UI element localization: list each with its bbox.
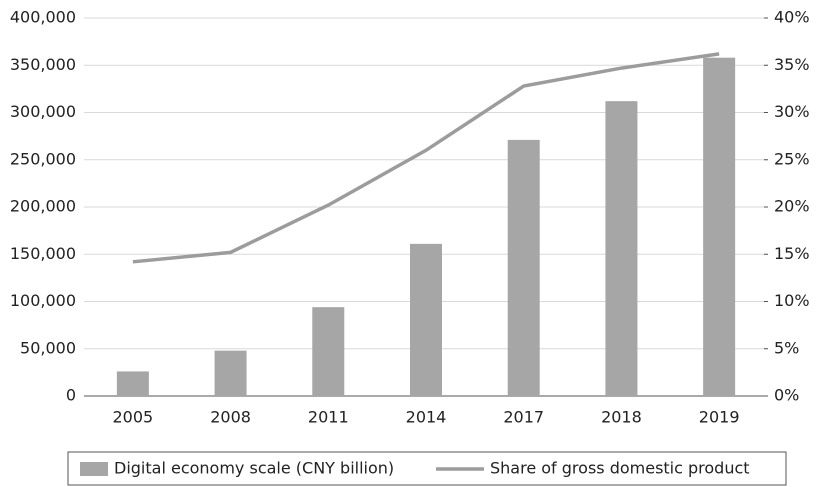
y-tick-label: 0 [66,386,76,405]
y2-tick-label: 15% [774,244,810,263]
y-tick-label: 50,000 [20,338,76,357]
y2-tick-label: 25% [774,149,810,168]
y2-tick-label: 0% [774,386,799,405]
y2-tick-label: 10% [774,291,810,310]
x-tick-label: 2019 [699,408,740,427]
legend-swatch [80,462,108,476]
bar [507,139,540,396]
y-tick-label: 350,000 [10,55,76,74]
line [132,52,720,264]
y-tick-label: 300,000 [10,102,76,121]
bar [312,307,345,396]
y-tick-label: 250,000 [10,149,76,168]
y2-tick-label: 30% [774,102,810,121]
x-tick-label: 2018 [601,408,642,427]
bar [605,101,638,396]
bar [116,371,149,396]
legend-box [67,451,787,486]
bar [214,350,247,396]
x-tick-label: 2014 [406,408,447,427]
y2-tick-label: 20% [774,197,810,216]
y2-tick-label: 35% [774,55,810,74]
x-tick-label: 2011 [308,408,349,427]
bar [410,243,442,396]
y-tick-label: 100,000 [10,291,76,310]
legend-label: Share of gross domestic product [490,459,750,478]
y-tick-label: 400,000 [10,8,76,27]
y2-tick-label: 40% [774,8,810,27]
x-tick-label: 2017 [503,408,544,427]
legend-label: Digital economy scale (CNY billion) [114,459,394,478]
bar [703,57,736,396]
y-tick-label: 200,000 [10,197,76,216]
x-tick-label: 2008 [210,408,251,427]
y-tick-label: 150,000 [10,244,76,263]
y2-tick-label: 5% [774,338,799,357]
x-tick-label: 2005 [112,408,153,427]
